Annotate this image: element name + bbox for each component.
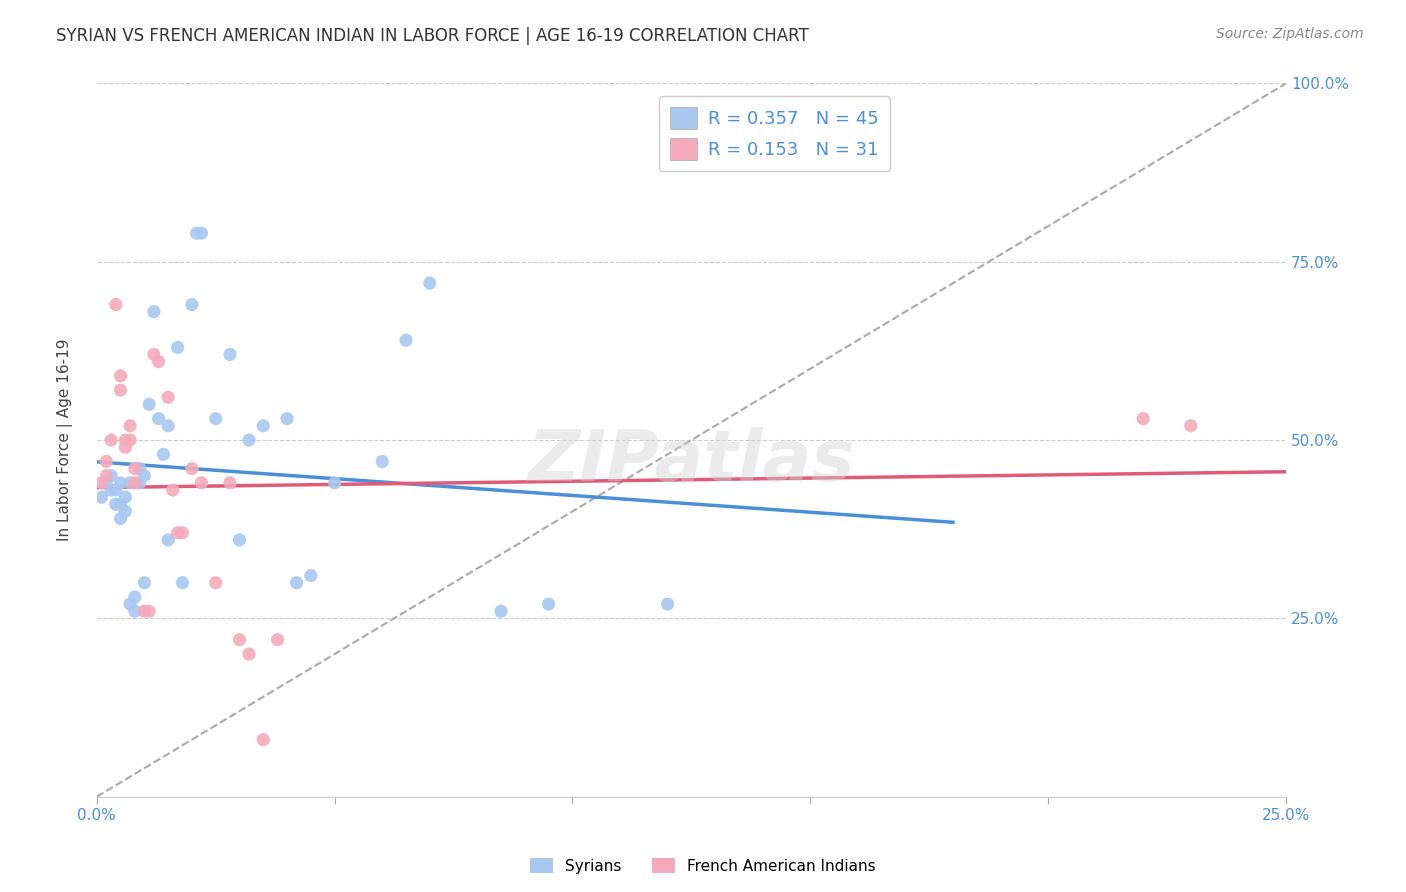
Point [1132, 411, 1154, 425]
Point [166, 340, 188, 354]
Point [190, 475, 212, 490]
Text: ZIPatlas: ZIPatlas [527, 427, 855, 496]
Point [114, 440, 136, 454]
Point [148, 354, 170, 368]
Point [228, 632, 250, 647]
Point [124, 604, 146, 618]
Point [128, 475, 150, 490]
Point [134, 575, 156, 590]
Point [157, 533, 180, 547]
Point [172, 525, 194, 540]
Point [172, 575, 194, 590]
Point [104, 497, 127, 511]
Point [114, 504, 136, 518]
Point [228, 533, 250, 547]
Point [96, 475, 118, 490]
Point [110, 383, 132, 397]
Point [489, 604, 512, 618]
Point [142, 304, 165, 318]
Point [138, 604, 160, 618]
Point [120, 418, 142, 433]
Point [323, 475, 346, 490]
Point [96, 468, 118, 483]
Point [395, 333, 418, 347]
Point [138, 397, 160, 411]
Point [162, 483, 184, 497]
Text: SYRIAN VS FRENCH AMERICAN INDIAN IN LABOR FORCE | AGE 16-19 CORRELATION CHART: SYRIAN VS FRENCH AMERICAN INDIAN IN LABO… [56, 27, 808, 45]
Point [100, 483, 122, 497]
Point [110, 368, 132, 383]
Text: Source: ZipAtlas.com: Source: ZipAtlas.com [1216, 27, 1364, 41]
Point [148, 411, 170, 425]
Point [657, 597, 679, 611]
Point [299, 568, 322, 582]
Point [120, 597, 142, 611]
Point [128, 461, 150, 475]
Point [110, 497, 132, 511]
Point [90, 490, 112, 504]
Point [120, 475, 142, 490]
Point [371, 454, 394, 468]
Point [96, 454, 118, 468]
Point [157, 390, 180, 404]
Point [266, 632, 288, 647]
Point [537, 597, 560, 611]
Point [219, 347, 242, 361]
Point [204, 575, 226, 590]
Point [104, 483, 127, 497]
Point [219, 475, 242, 490]
Point [134, 468, 156, 483]
Point [142, 347, 165, 361]
Point [181, 461, 204, 475]
Point [252, 732, 274, 747]
Point [100, 468, 122, 483]
Point [120, 433, 142, 447]
Point [238, 433, 260, 447]
Point [285, 575, 308, 590]
Point [276, 411, 298, 425]
Point [238, 647, 260, 661]
Point [110, 475, 132, 490]
Point [124, 590, 146, 604]
Y-axis label: In Labor Force | Age 16-19: In Labor Force | Age 16-19 [58, 339, 73, 541]
Point [181, 297, 204, 311]
Point [204, 411, 226, 425]
Point [110, 511, 132, 525]
Point [124, 475, 146, 490]
Point [114, 433, 136, 447]
Point [166, 525, 188, 540]
Point [134, 604, 156, 618]
Point [152, 447, 174, 461]
Point [100, 433, 122, 447]
Point [157, 418, 180, 433]
Legend: Syrians, French American Indians: Syrians, French American Indians [524, 852, 882, 880]
Legend: R = 0.357   N = 45, R = 0.153   N = 31: R = 0.357 N = 45, R = 0.153 N = 31 [659, 96, 890, 170]
Point [252, 418, 274, 433]
Point [124, 461, 146, 475]
Point [1180, 418, 1202, 433]
Point [419, 276, 441, 290]
Point [190, 226, 212, 240]
Point [186, 226, 208, 240]
Point [90, 475, 112, 490]
Point [114, 490, 136, 504]
Point [104, 297, 127, 311]
